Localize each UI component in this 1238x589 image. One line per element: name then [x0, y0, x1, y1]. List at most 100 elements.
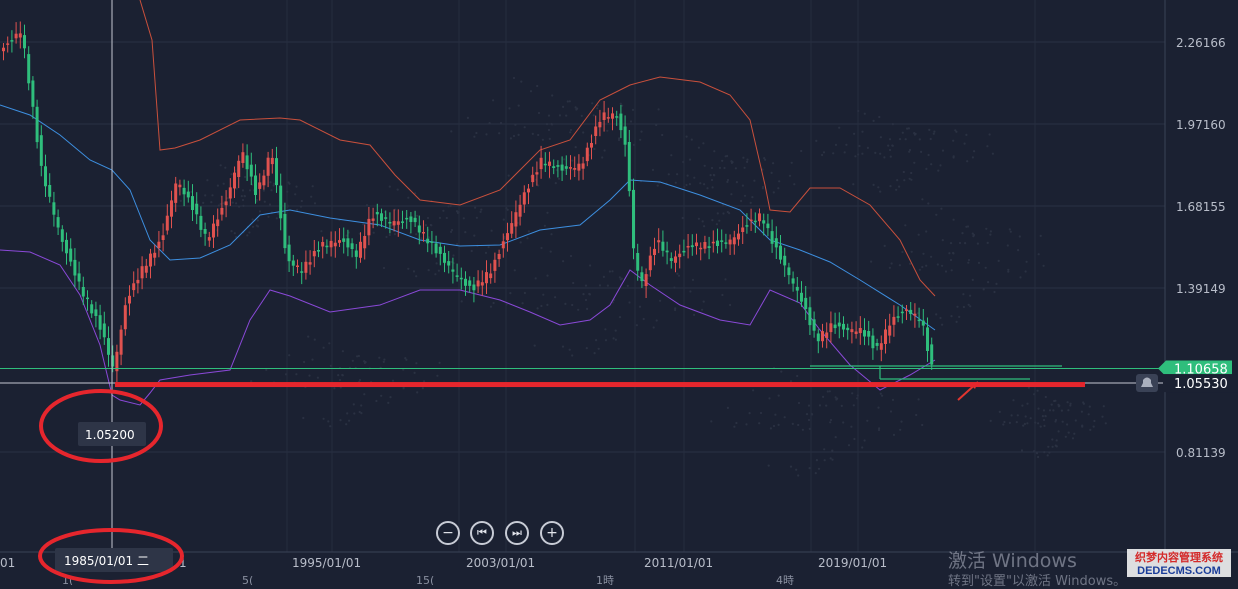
map-dot	[890, 262, 893, 265]
map-dot	[829, 457, 832, 460]
map-dot	[345, 234, 348, 237]
candle-body	[102, 323, 106, 338]
map-dot	[933, 130, 936, 133]
map-dot	[452, 254, 455, 257]
map-dot	[870, 260, 873, 263]
map-dot	[1067, 409, 1070, 412]
candle-body	[98, 315, 102, 330]
map-dot	[546, 303, 549, 306]
map-dot	[764, 158, 767, 161]
map-dot	[547, 114, 551, 117]
map-dot	[641, 284, 645, 287]
map-dot	[356, 355, 359, 358]
map-dot	[564, 302, 567, 305]
map-dot	[268, 203, 272, 206]
candle-body	[594, 126, 598, 136]
map-dot	[976, 242, 980, 245]
map-dot	[1080, 410, 1083, 413]
map-dot	[206, 179, 209, 182]
map-dot	[676, 173, 679, 176]
map-dot	[831, 458, 834, 461]
map-dot	[925, 264, 928, 267]
candle-body	[392, 221, 396, 226]
map-dot	[709, 174, 712, 177]
map-dot	[413, 371, 416, 374]
map-dot	[612, 337, 615, 340]
candle-body	[144, 265, 148, 273]
map-dot	[489, 305, 493, 308]
map-dot	[1069, 404, 1072, 407]
map-dot	[204, 194, 207, 197]
candle-body	[829, 323, 833, 333]
map-dot	[618, 276, 622, 279]
candle-body	[732, 237, 736, 245]
map-dot	[288, 182, 291, 185]
map-dot	[1042, 409, 1046, 412]
map-dot	[569, 254, 573, 258]
map-dot	[805, 413, 809, 416]
map-dot	[562, 105, 565, 108]
x-tick-label: 01	[0, 556, 15, 570]
map-dot	[985, 227, 988, 230]
map-dot	[475, 131, 478, 135]
map-dot	[674, 307, 677, 310]
map-dot	[618, 316, 622, 319]
map-dot	[357, 354, 360, 358]
candle-body	[497, 254, 501, 260]
map-dot	[952, 139, 955, 142]
map-dot	[619, 102, 622, 105]
map-dot	[1022, 424, 1025, 427]
candle-body	[812, 319, 816, 331]
candle-body	[678, 253, 682, 258]
zoom-out-button[interactable]: −	[436, 521, 460, 545]
map-dot	[829, 418, 833, 422]
map-dot	[903, 179, 906, 182]
map-dot	[230, 230, 233, 233]
map-dot	[900, 420, 903, 423]
map-dot	[1055, 439, 1058, 442]
zoom-in-button[interactable]: +	[540, 521, 564, 545]
map-dot	[961, 232, 964, 235]
red-support-line	[115, 382, 1085, 388]
candle-body	[245, 155, 249, 170]
map-dot	[952, 218, 955, 221]
y-tick-label: 1.97160	[1176, 118, 1226, 132]
map-dot	[956, 305, 959, 308]
candle-body	[585, 147, 589, 162]
map-dot	[415, 233, 418, 236]
candle-body	[447, 261, 451, 266]
map-dot	[939, 164, 942, 167]
map-dot	[879, 392, 882, 395]
map-dot	[329, 425, 332, 428]
map-dot	[718, 166, 722, 169]
crosshair-date-box	[55, 548, 173, 572]
candle-body	[44, 166, 47, 187]
map-dot	[571, 168, 574, 171]
map-dot	[769, 427, 773, 430]
map-dot	[450, 230, 453, 233]
map-dot	[561, 345, 565, 348]
map-dot	[353, 412, 356, 415]
candle-body	[73, 259, 77, 276]
candle-body	[308, 262, 312, 265]
map-dot	[921, 198, 924, 201]
map-dot	[423, 380, 426, 383]
candle-body	[52, 202, 56, 215]
map-dot	[557, 177, 561, 180]
scroll-left-button[interactable]: ⏮	[470, 521, 494, 545]
map-dot	[415, 362, 418, 365]
candle-body	[917, 319, 921, 322]
map-dot	[402, 387, 405, 390]
candle-body	[384, 217, 388, 219]
map-dot	[834, 143, 838, 146]
map-dot	[1009, 230, 1012, 233]
map-dot	[333, 387, 336, 390]
map-dot	[547, 128, 551, 132]
map-dot	[741, 184, 745, 187]
candle-body	[657, 240, 661, 243]
scroll-right-button[interactable]: ⏭	[505, 521, 529, 545]
candle-body	[283, 213, 287, 249]
map-dot	[617, 138, 621, 142]
map-dot	[608, 270, 612, 273]
candle-body	[212, 223, 215, 238]
